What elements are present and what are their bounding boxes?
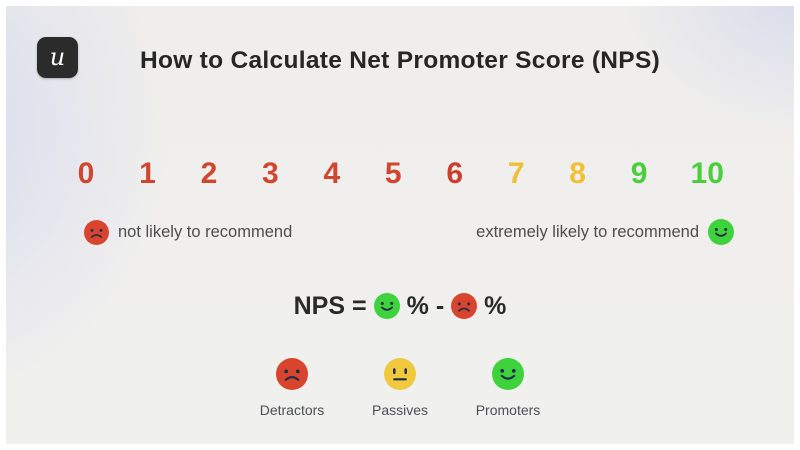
scale-number-2: 2 [200, 157, 218, 190]
scale-number-4: 4 [323, 157, 341, 190]
legend-label-promoters: Promoters [475, 402, 541, 418]
nps-legend: Detractors Passives Promoters [6, 358, 794, 418]
legend-item-promoters: Promoters [464, 358, 552, 418]
happy-green-face-icon [373, 293, 400, 319]
scale-number-1: 1 [139, 157, 156, 190]
formula-detractor-percent: % [484, 291, 507, 320]
high-score-caption: extremely likely to recommend [476, 218, 734, 246]
sad-red-face-icon [276, 358, 308, 390]
legend-label-detractors: Detractors [259, 402, 325, 418]
scale-number-10: 10 [690, 157, 724, 190]
legend-item-passives: Passives [356, 358, 444, 418]
happy-green-face-icon [492, 358, 524, 390]
formula-minus: - [435, 291, 445, 320]
logo-letter: u [49, 42, 66, 71]
page-title: How to Calculate Net Promoter Score (NPS… [139, 47, 661, 74]
scale-number-0: 0 [77, 157, 95, 190]
nps-formula: NPS = % - % [6, 287, 794, 325]
sad-red-face-icon [451, 293, 478, 319]
legend-label-passives: Passives [371, 402, 429, 418]
scale-number-7: 7 [507, 157, 525, 190]
legend-item-detractors: Detractors [248, 358, 336, 418]
scale-number-5: 5 [384, 157, 402, 190]
scale-number-9: 9 [630, 157, 648, 190]
formula-equals: = [352, 291, 367, 320]
formula-nps-label: NPS [293, 291, 345, 320]
low-score-caption-text: not likely to recommend [118, 222, 293, 241]
sad-red-face-icon [84, 219, 109, 245]
infographic-canvas: u How to Calculate Net Promoter Score (N… [6, 6, 794, 444]
scale-number-8: 8 [569, 157, 586, 190]
nps-scale: 0 1 2 3 4 5 6 7 8 9 10 [6, 157, 794, 191]
scale-number-3: 3 [262, 157, 279, 190]
neutral-yellow-face-icon [384, 358, 416, 390]
low-score-caption: not likely to recommend [84, 218, 292, 246]
scale-number-6: 6 [446, 157, 464, 190]
userpilot-logo: u [37, 37, 78, 78]
happy-green-face-icon [708, 219, 734, 245]
formula-promoter-percent: % [406, 291, 429, 320]
high-score-caption-text: extremely likely to recommend [476, 222, 699, 241]
